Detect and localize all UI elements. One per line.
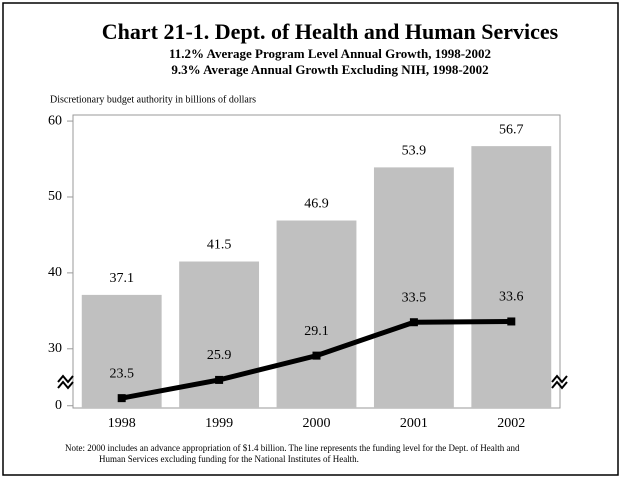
axis-break bbox=[57, 374, 74, 390]
data-label: 53.9 bbox=[402, 144, 427, 159]
point bbox=[312, 351, 321, 360]
x-tick-label: 2000 bbox=[303, 416, 331, 431]
y-tick-label: 50 bbox=[48, 189, 62, 204]
bar bbox=[373, 167, 454, 408]
y-tick-label: 60 bbox=[48, 113, 62, 128]
x-tick-label: 2001 bbox=[400, 416, 428, 431]
bar bbox=[471, 146, 552, 408]
data-label: 33.6 bbox=[499, 290, 524, 305]
x-tick-label: 2002 bbox=[497, 416, 525, 431]
data-label: 29.1 bbox=[304, 324, 329, 339]
data-label: 23.5 bbox=[109, 366, 134, 381]
point bbox=[117, 394, 126, 403]
point bbox=[215, 375, 224, 384]
data-label: 46.9 bbox=[304, 197, 329, 212]
bar bbox=[276, 220, 357, 408]
y-tick-label: 30 bbox=[48, 341, 62, 356]
y-tick-label: 40 bbox=[48, 265, 62, 280]
subtitle: 11.2% Average Program Level Annual Growt… bbox=[169, 46, 491, 61]
data-label: 41.5 bbox=[207, 238, 232, 253]
note: Human Services excluding funding for the… bbox=[99, 454, 359, 464]
data-label: 56.7 bbox=[499, 122, 524, 137]
data-label: 37.1 bbox=[109, 271, 134, 286]
note: Note: 2000 includes an advance appropria… bbox=[65, 443, 520, 453]
y-tick-label: 0 bbox=[55, 398, 62, 413]
data-label: 33.5 bbox=[402, 290, 427, 305]
point bbox=[507, 317, 516, 326]
data-label: 25.9 bbox=[207, 348, 232, 363]
axis-break bbox=[551, 374, 568, 390]
y-axis-label: Discretionary budget authority in billio… bbox=[50, 94, 256, 105]
point bbox=[409, 318, 418, 327]
chart-title: Chart 21-1. Dept. of Health and Human Se… bbox=[102, 19, 559, 44]
bar bbox=[81, 294, 162, 408]
x-tick-label: 1999 bbox=[205, 416, 233, 431]
subtitle: 9.3% Average Annual Growth Excluding NIH… bbox=[171, 62, 488, 77]
plot: 0 30 40 50 60 1998 1999 2000 2001 2002 37.1 41.5 46.… bbox=[48, 113, 552, 431]
x-tick-label: 1998 bbox=[108, 416, 136, 431]
frame bbox=[2, 2, 619, 476]
